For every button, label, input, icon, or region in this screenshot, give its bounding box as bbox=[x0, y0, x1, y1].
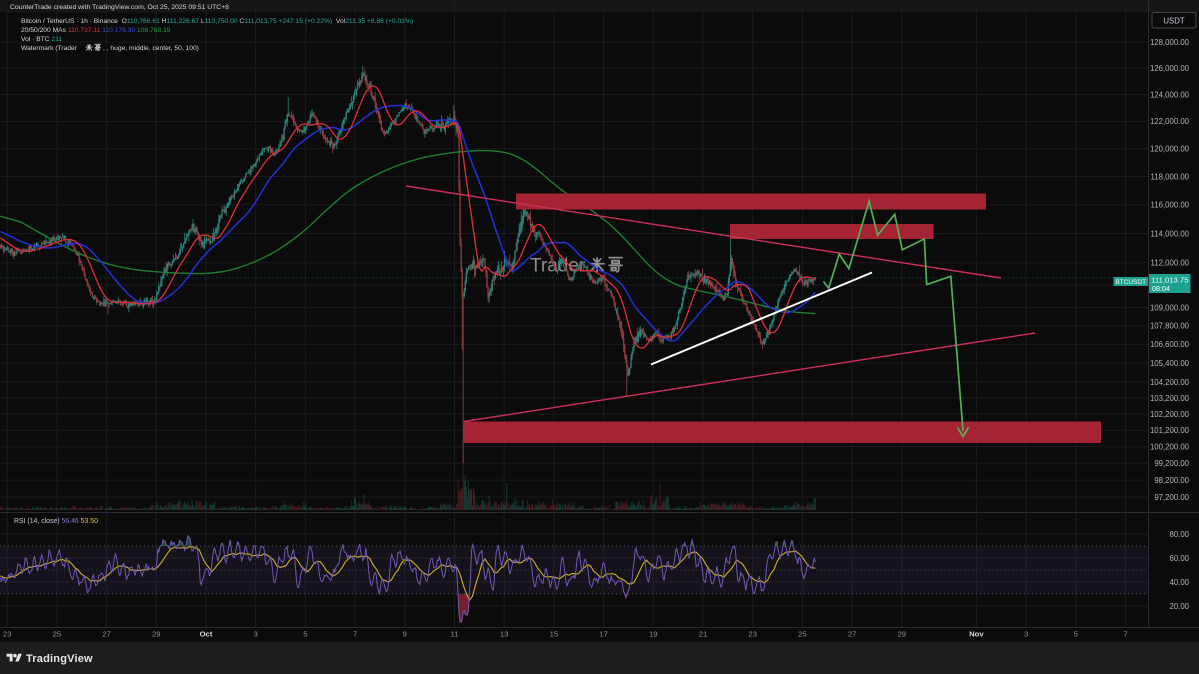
svg-text:20.00: 20.00 bbox=[1169, 602, 1189, 611]
svg-text:USDT: USDT bbox=[1163, 16, 1184, 25]
svg-text:21: 21 bbox=[699, 630, 708, 639]
svg-text:Nov: Nov bbox=[969, 630, 984, 639]
svg-text:27: 27 bbox=[102, 630, 111, 639]
svg-text:128,000.00: 128,000.00 bbox=[1150, 38, 1190, 47]
svg-text:111,013.75: 111,013.75 bbox=[1151, 275, 1188, 284]
svg-text:25: 25 bbox=[53, 630, 62, 639]
svg-text:BTCUSDT: BTCUSDT bbox=[1115, 279, 1146, 286]
svg-text:106,600.00: 106,600.00 bbox=[1150, 340, 1190, 349]
svg-text:25: 25 bbox=[798, 630, 807, 639]
svg-text:23: 23 bbox=[3, 630, 12, 639]
svg-text:98,200.00: 98,200.00 bbox=[1154, 476, 1189, 485]
svg-text:7: 7 bbox=[1123, 630, 1127, 639]
svg-text:60.00: 60.00 bbox=[1169, 554, 1189, 563]
svg-text:11: 11 bbox=[451, 630, 459, 639]
svg-text:RSI (14, close) 56.46 53.50: RSI (14, close) 56.46 53.50 bbox=[14, 518, 98, 525]
svg-text:Bitcoin / TetherUS · 1h · Bina: Bitcoin / TetherUS · 1h · Binance O110,7… bbox=[21, 18, 413, 25]
svg-text:CounterTrade created with Trad: CounterTrade created with TradingView.co… bbox=[10, 4, 229, 11]
svg-text:5: 5 bbox=[303, 630, 307, 639]
svg-text:107,800.00: 107,800.00 bbox=[1150, 322, 1190, 331]
svg-text:17: 17 bbox=[599, 630, 608, 639]
svg-text:23: 23 bbox=[748, 630, 757, 639]
svg-text:3: 3 bbox=[254, 630, 258, 639]
svg-text:124,000.00: 124,000.00 bbox=[1150, 90, 1190, 99]
svg-text:114,000.00: 114,000.00 bbox=[1151, 229, 1190, 238]
svg-text:20/50/200 MAs 110,737.11 110,1: 20/50/200 MAs 110,737.11 110,176.30 108,… bbox=[21, 27, 171, 34]
svg-text:112,000.00: 112,000.00 bbox=[1151, 259, 1190, 268]
svg-text:, , huge, middle, center, 50,: , , huge, middle, center, 50, 100) bbox=[103, 45, 199, 52]
svg-text:118,000.00: 118,000.00 bbox=[1151, 172, 1190, 181]
svg-text:Vol · BTC 211: Vol · BTC 211 bbox=[21, 36, 62, 43]
svg-text:15: 15 bbox=[550, 630, 559, 639]
svg-text:9: 9 bbox=[403, 630, 407, 639]
svg-text:27: 27 bbox=[848, 630, 857, 639]
svg-text:80.00: 80.00 bbox=[1169, 530, 1189, 539]
svg-text:29: 29 bbox=[152, 630, 161, 639]
svg-text:13: 13 bbox=[500, 630, 509, 639]
svg-text:102,200.00: 102,200.00 bbox=[1150, 410, 1190, 419]
svg-text:08:04: 08:04 bbox=[1152, 284, 1170, 293]
svg-text:Oct: Oct bbox=[200, 630, 213, 639]
svg-text:100,200.00: 100,200.00 bbox=[1150, 443, 1190, 452]
svg-text:126,000.00: 126,000.00 bbox=[1150, 64, 1190, 73]
svg-text:101,200.00: 101,200.00 bbox=[1150, 426, 1190, 435]
svg-text:116,000.00: 116,000.00 bbox=[1151, 201, 1190, 210]
svg-text:104,200.00: 104,200.00 bbox=[1150, 378, 1190, 387]
svg-text:29: 29 bbox=[898, 630, 907, 639]
svg-text:5: 5 bbox=[1074, 630, 1078, 639]
svg-text:105,400.00: 105,400.00 bbox=[1150, 359, 1190, 368]
svg-text:99,200.00: 99,200.00 bbox=[1154, 459, 1189, 468]
svg-text:40.00: 40.00 bbox=[1169, 578, 1189, 587]
svg-text:97,200.00: 97,200.00 bbox=[1154, 493, 1189, 502]
svg-text:3: 3 bbox=[1024, 630, 1028, 639]
svg-text:122,000.00: 122,000.00 bbox=[1150, 117, 1190, 126]
svg-text:109,000.00: 109,000.00 bbox=[1150, 303, 1190, 312]
svg-text:TradingView: TradingView bbox=[26, 653, 93, 665]
svg-text:103,200.00: 103,200.00 bbox=[1150, 394, 1190, 403]
svg-text:Watermark (Trader: Watermark (Trader bbox=[21, 45, 78, 52]
svg-text:120,000.00: 120,000.00 bbox=[1150, 145, 1190, 154]
svg-text:7: 7 bbox=[353, 630, 357, 639]
svg-text:19: 19 bbox=[649, 630, 658, 639]
